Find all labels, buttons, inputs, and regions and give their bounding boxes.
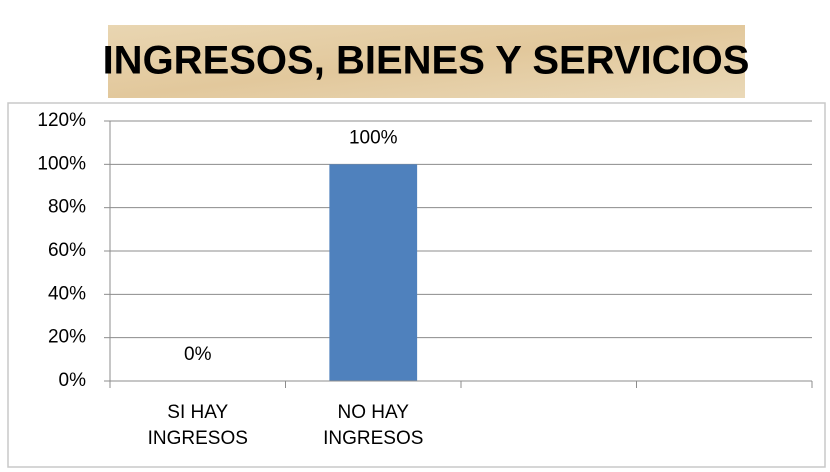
bar (329, 164, 418, 381)
y-tick-label: 20% (48, 327, 86, 348)
title-box (108, 25, 745, 98)
data-label: 100% (349, 127, 398, 148)
x-tick-label: NO HAY INGRESOS (323, 402, 424, 449)
x-tick-label: SI HAY INGRESOS (147, 402, 248, 449)
chart-title: INGRESOS, BIENES Y SERVICIOS (103, 39, 750, 83)
y-tick-label: 40% (48, 283, 86, 304)
y-tick-label: 0% (59, 370, 87, 391)
y-tick-label: 80% (48, 197, 86, 218)
data-label: 0% (184, 344, 212, 365)
y-tick-label: 100% (37, 153, 86, 174)
y-tick-label: 120% (37, 110, 86, 131)
y-tick-label: 60% (48, 240, 86, 261)
